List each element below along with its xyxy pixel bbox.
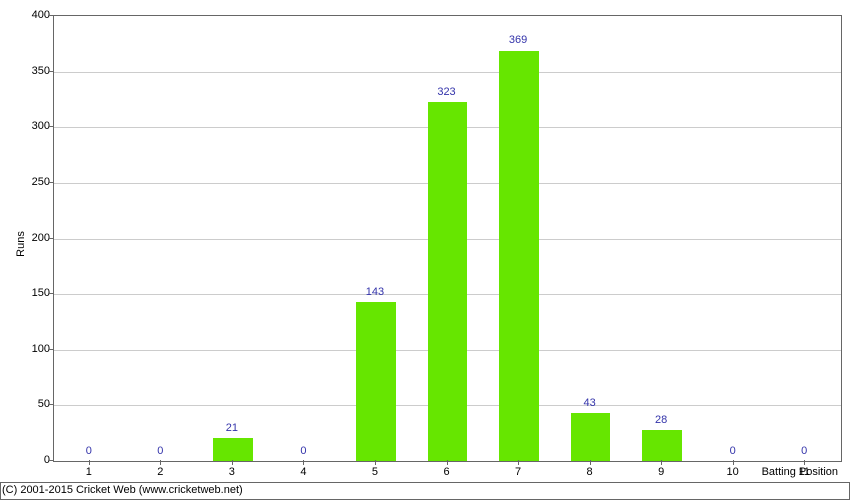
x-tick-mark (375, 460, 376, 465)
bar-value-label: 21 (226, 422, 238, 434)
bar-value-label: 323 (437, 86, 455, 98)
x-tick-label: 6 (443, 466, 449, 478)
x-tick-label: 7 (515, 466, 521, 478)
bar-value-label: 143 (366, 286, 384, 298)
x-tick-label: 9 (658, 466, 664, 478)
x-tick-mark (160, 460, 161, 465)
y-tick-mark (48, 238, 53, 239)
x-tick-mark (232, 460, 233, 465)
y-tick-mark (48, 15, 53, 16)
y-axis-label: Runs (15, 231, 27, 257)
y-tick-mark (48, 182, 53, 183)
x-tick-label: 4 (300, 466, 306, 478)
bar (499, 51, 538, 462)
x-tick-label: 1 (86, 466, 92, 478)
bar (356, 302, 395, 461)
y-tick-mark (48, 349, 53, 350)
bar-value-label: 0 (157, 445, 163, 457)
x-tick-label: 2 (157, 466, 163, 478)
x-tick-label: 10 (727, 466, 739, 478)
plot-area (53, 15, 842, 462)
bar-value-label: 43 (583, 397, 595, 409)
bar (428, 102, 467, 461)
bar-value-label: 0 (300, 445, 306, 457)
bar-value-label: 0 (730, 445, 736, 457)
y-tick-mark (48, 293, 53, 294)
x-tick-label: 3 (229, 466, 235, 478)
x-tick-mark (733, 460, 734, 465)
bar-value-label: 28 (655, 414, 667, 426)
copyright-text: (C) 2001-2015 Cricket Web (www.cricketwe… (2, 484, 243, 496)
x-tick-mark (590, 460, 591, 465)
x-tick-label: 5 (372, 466, 378, 478)
bar (642, 430, 681, 461)
x-tick-mark (447, 460, 448, 465)
x-tick-label: 11 (799, 466, 810, 478)
x-tick-mark (518, 460, 519, 465)
x-tick-label: 8 (587, 466, 593, 478)
chart-container: Runs Batting Position (C) 2001-2015 Cric… (0, 0, 850, 500)
x-tick-mark (804, 460, 805, 465)
x-tick-mark (303, 460, 304, 465)
y-tick-mark (48, 460, 53, 461)
bar (571, 413, 610, 461)
y-tick-mark (48, 71, 53, 72)
y-tick-mark (48, 404, 53, 405)
y-tick-mark (48, 126, 53, 127)
bar-value-label: 0 (801, 445, 807, 457)
bar (213, 438, 252, 461)
bar-value-label: 369 (509, 34, 527, 46)
gridline (54, 72, 841, 73)
x-tick-mark (661, 460, 662, 465)
bar-value-label: 0 (86, 445, 92, 457)
x-tick-mark (89, 460, 90, 465)
